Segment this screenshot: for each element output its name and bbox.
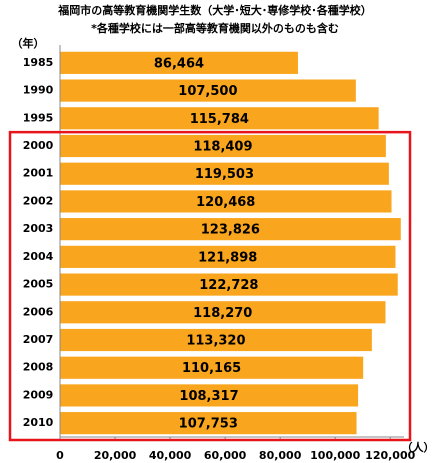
y-tick-label: 2002 (23, 194, 54, 207)
bar (60, 412, 357, 435)
data-label: 113,320 (186, 334, 245, 349)
y-tick-label: 2006 (23, 305, 54, 318)
highlight-box (8, 130, 412, 442)
data-label: 108,317 (179, 389, 238, 404)
bar (60, 328, 372, 352)
x-axis-label: （人） (402, 440, 435, 454)
bar (60, 356, 364, 379)
bar (60, 190, 392, 213)
x-tick-label: 0 (56, 449, 64, 462)
bar (60, 218, 401, 241)
bar (60, 134, 386, 158)
y-tick-label: 2000 (23, 139, 54, 152)
y-tick-label: 1985 (23, 56, 54, 69)
bar (60, 245, 396, 268)
bar (60, 79, 356, 102)
x-tick-label: 60,000 (204, 449, 247, 462)
data-label: 119,503 (195, 167, 254, 182)
data-label: 121,898 (198, 250, 257, 265)
y-tick-label: 1995 (23, 111, 54, 124)
data-label: 118,270 (193, 306, 252, 321)
bar (60, 51, 298, 74)
data-label: 115,784 (190, 112, 249, 127)
y-tick-label: 2004 (23, 250, 54, 263)
y-tick-label: 2010 (23, 416, 54, 429)
data-label: 107,753 (179, 417, 238, 432)
bar (60, 384, 359, 407)
y-tick-label: 2009 (23, 388, 54, 401)
y-tick-label: 2007 (23, 333, 54, 346)
x-tick-label: 20,000 (94, 449, 137, 462)
bar (60, 301, 386, 324)
x-tick-label: 80,000 (259, 449, 302, 462)
x-tick-label: 100,000 (310, 449, 360, 462)
data-label: 86,464 (154, 56, 204, 71)
y-tick-label: 2008 (23, 361, 54, 374)
chart-subtitle: *各種学校には一部高等教育機関以外のものも含む (91, 21, 339, 35)
y-tick-label: 2005 (23, 278, 54, 291)
data-label: 107,500 (178, 84, 237, 99)
x-tick-label: 120,000 (365, 449, 415, 462)
y-tick-label: 2003 (23, 222, 54, 235)
data-label: 122,728 (199, 278, 258, 293)
data-label: 120,468 (196, 195, 255, 210)
y-tick-label: 1990 (23, 84, 54, 97)
y-axis-label: （年） (12, 36, 45, 50)
chart-title: 福岡市の高等教育機関学生数（大学･短大･専修学校･各種学校） (57, 3, 372, 17)
bar (60, 162, 389, 185)
data-label: 110,165 (182, 361, 241, 376)
data-label: 118,409 (193, 140, 252, 155)
bar (60, 273, 398, 296)
x-tick-label: 40,000 (149, 449, 192, 462)
y-tick-label: 2001 (23, 167, 54, 180)
data-label: 123,826 (201, 223, 260, 238)
bar (60, 107, 379, 130)
